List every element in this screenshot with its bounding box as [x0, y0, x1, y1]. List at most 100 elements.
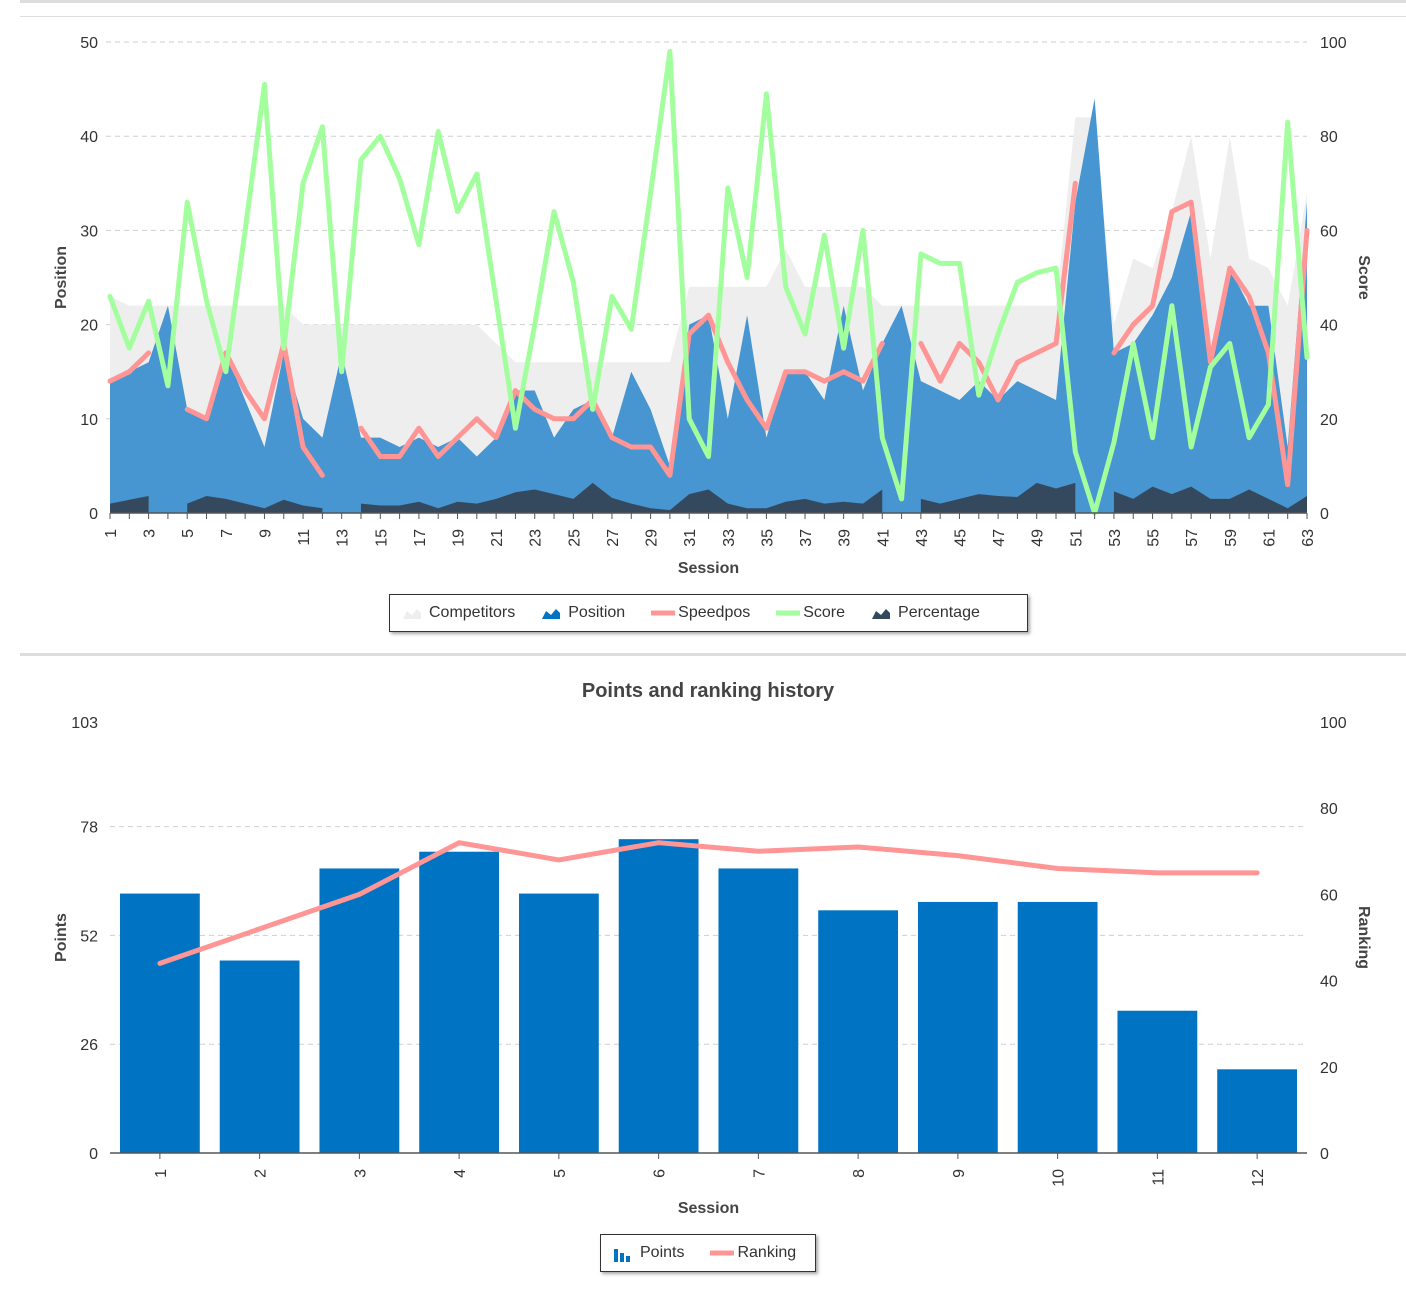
- x-tick-label: 53: [1107, 529, 1124, 547]
- y-tick-label-right: 20: [1320, 1060, 1338, 1077]
- bar-points: [419, 851, 500, 1153]
- x-tick-label: 2: [253, 1169, 270, 1178]
- legend-item-score[interactable]: Score: [774, 604, 846, 622]
- bar-points: [1217, 1069, 1298, 1153]
- x-tick-label: 1: [103, 529, 120, 538]
- x-tick-label: 57: [1184, 529, 1201, 547]
- y-tick-label-right: 40: [1320, 974, 1338, 991]
- y-axis-title-left: Points: [53, 913, 70, 962]
- y-tick-label-left: 30: [80, 223, 98, 240]
- x-axis-title: Session: [678, 560, 739, 577]
- line-series-icon: [649, 606, 677, 620]
- bar-points: [718, 868, 799, 1153]
- legend-label-points: Points: [640, 1244, 685, 1261]
- x-tick-label: 59: [1223, 529, 1240, 547]
- y-tick-label-left: 103: [71, 715, 98, 732]
- y-tick-label-left: 10: [80, 412, 98, 429]
- y-tick-label-right: 60: [1320, 223, 1338, 240]
- x-axis-title: Session: [678, 1200, 739, 1217]
- area-percentage: [110, 496, 149, 513]
- x-tick-label: 17: [412, 529, 429, 547]
- y-tick-label-left: 78: [80, 820, 98, 837]
- x-tick-label: 12: [1250, 1169, 1267, 1187]
- legend-session-history: Competitors Position Speedpos Score Perc…: [389, 594, 1028, 632]
- y-tick-label-left: 26: [80, 1037, 98, 1054]
- area-series-icon: [402, 606, 422, 620]
- area-series-icon: [871, 606, 891, 620]
- x-tick-label: 3: [142, 529, 159, 538]
- area-percentage: [360, 482, 883, 513]
- x-tick-label: 27: [605, 529, 622, 547]
- x-tick-label: 29: [644, 529, 661, 547]
- x-tick-label: 37: [798, 529, 815, 547]
- legend-item-position[interactable]: Position: [541, 604, 625, 622]
- y-tick-label-right: 60: [1320, 887, 1338, 904]
- area-position: [110, 98, 1307, 514]
- bar-points: [917, 901, 998, 1153]
- x-tick-label: 7: [219, 529, 236, 538]
- x-tick-label: 11: [1150, 1169, 1167, 1186]
- legend-item-competitors[interactable]: Competitors: [402, 604, 515, 622]
- area-percentage: [1113, 486, 1307, 513]
- line-ranking: [157, 840, 1260, 966]
- legend-label-competitors: Competitors: [429, 604, 516, 621]
- y-axis-title-left: Position: [53, 246, 70, 309]
- area-percentage: [187, 496, 323, 513]
- x-tick-label: 43: [914, 529, 931, 547]
- y-tick-label-right: 0: [1320, 506, 1329, 523]
- x-tick-label: 11: [296, 529, 313, 546]
- y-tick-label-left: 20: [80, 318, 98, 335]
- x-tick-label: 10: [1051, 1169, 1068, 1187]
- line-series-icon: [708, 1246, 736, 1260]
- x-tick-label: 55: [1146, 529, 1163, 547]
- legend-points-ranking: Points Ranking: [600, 1234, 816, 1272]
- x-tick-label: 5: [180, 529, 197, 538]
- legend-label-score: Score: [803, 604, 846, 621]
- bar-chart-icon: [613, 1246, 633, 1262]
- y-tick-label-right: 100: [1320, 715, 1347, 732]
- top-divider-thin: [20, 16, 1406, 17]
- legend-item-points[interactable]: Points: [613, 1244, 684, 1262]
- bar-points: [219, 960, 300, 1153]
- x-tick-label: 41: [875, 529, 892, 547]
- x-tick-label: 35: [759, 529, 776, 547]
- y-tick-label-left: 40: [80, 129, 98, 146]
- x-tick-label: 7: [751, 1169, 768, 1178]
- bar-points: [518, 893, 599, 1153]
- legend-item-percentage[interactable]: Percentage: [871, 604, 980, 622]
- x-tick-label: 19: [451, 529, 468, 547]
- y-tick-label-right: 0: [1320, 1146, 1329, 1163]
- x-tick-label: 15: [373, 529, 390, 547]
- line-speedpos: [107, 180, 1310, 488]
- x-tick-label: 45: [952, 529, 969, 547]
- chart-title-points-ranking: Points and ranking history: [581, 680, 835, 702]
- x-tick-label: 21: [489, 529, 506, 547]
- area-series-icon: [541, 606, 561, 620]
- x-tick-label: 33: [721, 529, 738, 547]
- legend-item-ranking[interactable]: Ranking: [708, 1244, 796, 1262]
- legend-item-speedpos[interactable]: Speedpos: [649, 604, 751, 622]
- x-tick-label: 47: [991, 529, 1008, 547]
- y-axis-title-right: Score: [1355, 255, 1372, 300]
- x-tick-label: 13: [335, 529, 352, 547]
- x-tick-label: 9: [257, 529, 274, 538]
- y-axis-title-right: Ranking: [1355, 906, 1372, 969]
- y-tick-label-left: 52: [80, 928, 98, 945]
- bar-points: [1017, 901, 1098, 1153]
- y-tick-label-right: 80: [1320, 129, 1338, 146]
- bar-points: [1117, 1010, 1198, 1153]
- line-score: [107, 48, 1310, 516]
- x-tick-label: 3: [352, 1169, 369, 1178]
- legend-label-speedpos: Speedpos: [678, 604, 751, 621]
- x-tick-label: 39: [837, 529, 854, 547]
- legend-label-position: Position: [568, 604, 626, 621]
- y-tick-label-right: 80: [1320, 801, 1338, 818]
- y-tick-label-left: 50: [80, 35, 98, 52]
- x-tick-label: 23: [528, 529, 545, 547]
- x-tick-label: 49: [1030, 529, 1047, 547]
- line-series-icon: [774, 606, 802, 620]
- x-tick-label: 8: [851, 1169, 868, 1178]
- x-tick-label: 1: [153, 1169, 170, 1178]
